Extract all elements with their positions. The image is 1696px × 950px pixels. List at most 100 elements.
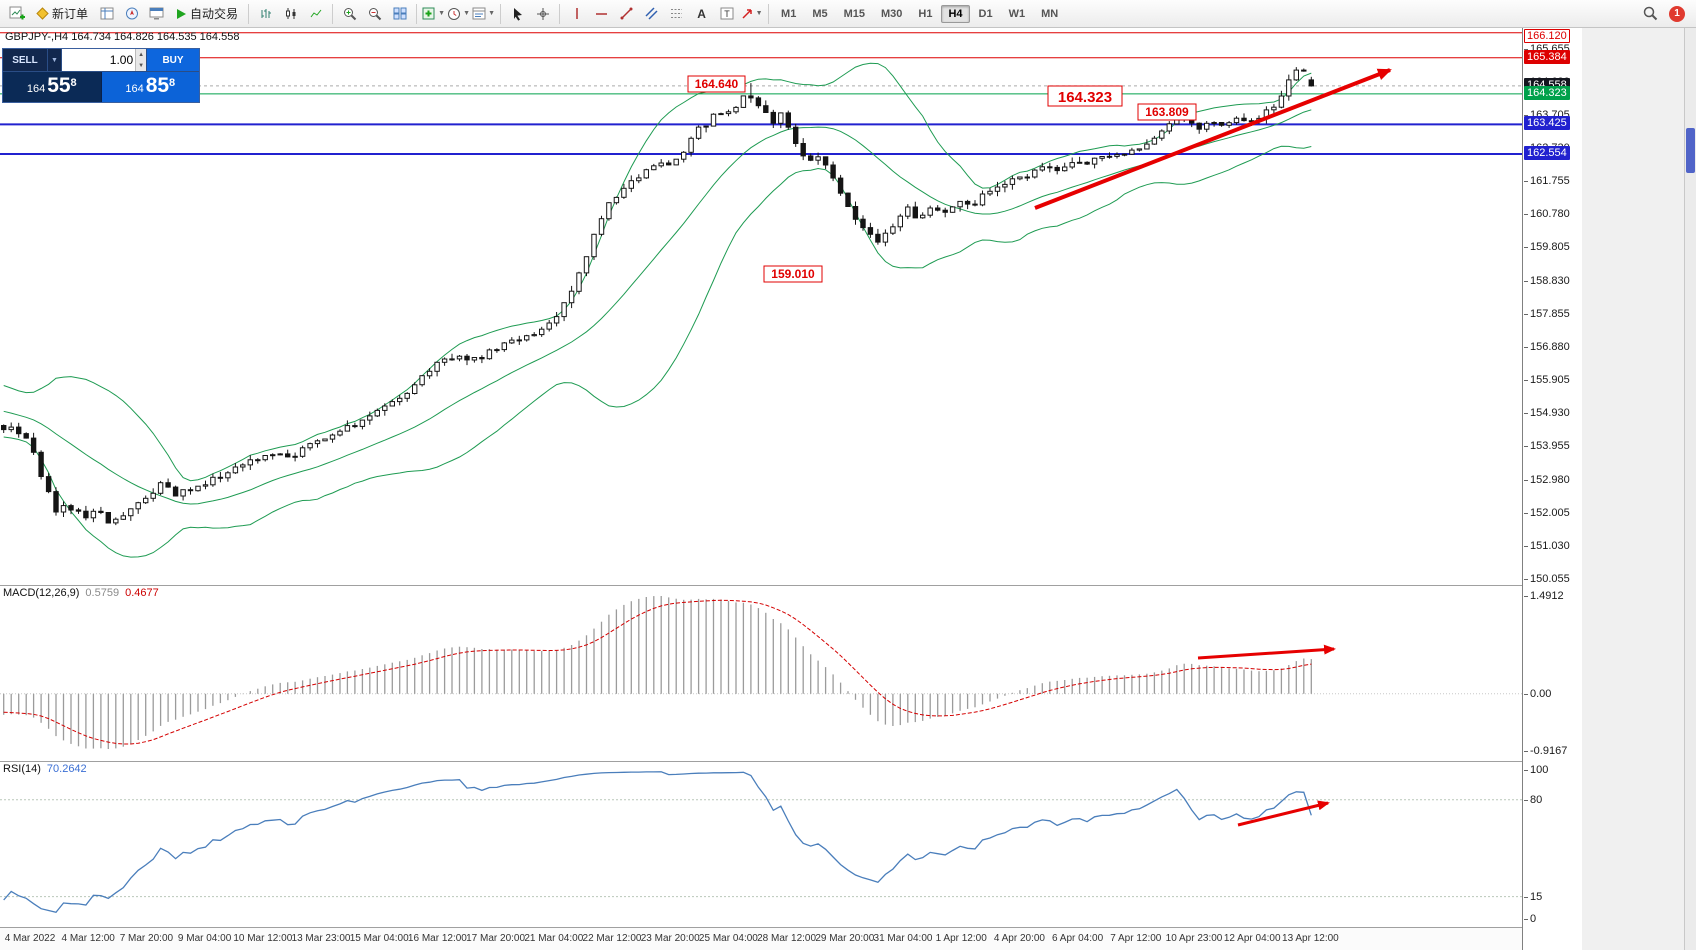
macd-canvas[interactable] [0,586,1522,761]
price-axis-label: 158.830 [1524,275,1570,287]
time-axis-label: 7 Mar 20:00 [119,933,174,944]
chevron-down-icon: ▼ [463,10,470,17]
horizontal-line-button[interactable] [589,2,614,26]
timeframe-button-d1[interactable]: D1 [978,7,993,20]
buy-button[interactable]: BUY [147,49,199,71]
rsi-trend-arrow [1237,800,1330,827]
periods-button[interactable]: ▼ [446,2,471,26]
bar-chart-button[interactable] [253,2,278,26]
main-chart-pane[interactable]: GBPJPY-,H4 164.734 164.826 164.535 164.5… [0,28,1522,586]
ask-prefix: 164 [125,83,144,95]
macd-value-main: 0.5759 [85,587,120,599]
time-axis-label: 4 Mar 12:00 [61,933,115,944]
crosshair-button[interactable] [530,2,555,26]
time-axis-label: 4 Mar 2022 [4,933,56,944]
macd-name: MACD(12,26,9) [3,587,80,599]
sell-button[interactable]: SELL [3,49,48,71]
timeframe-button-m1[interactable]: M1 [781,7,797,20]
price-axis-label: 159.805 [1524,241,1570,253]
rsi-axis-label: 15 [1523,891,1543,903]
macd-value-signal: 0.4677 [125,587,159,599]
vertical-line-button[interactable] [564,2,589,26]
time-axis-label: 23 Mar 20:00 [640,933,700,944]
text-button[interactable]: A [697,6,706,21]
text-label-icon: T [720,7,734,20]
vertical-scrollbar[interactable] [1684,28,1696,950]
price-line-label: 162.554 [1524,146,1570,160]
tile-windows-button[interactable] [387,2,412,26]
volume-up-icon[interactable]: ▲ [138,51,145,58]
timeframe-button-h1[interactable]: H1 [918,7,933,20]
timeframe-button-m30[interactable]: M30 [881,7,903,20]
horizontal-line-icon [596,12,608,15]
new-chart-button[interactable] [5,2,30,26]
trendline-button[interactable] [614,2,639,26]
indicators-button[interactable]: ▼ [421,2,446,26]
zoom-out-icon [368,7,381,20]
chevron-down-icon: ▼ [755,10,763,17]
navigator-button[interactable] [119,2,144,26]
ask-big-digits: 85 [145,74,170,97]
autotrading-button[interactable]: 自动交易 [169,2,244,26]
search-button[interactable] [1638,2,1663,26]
templates-button[interactable]: ▼ [471,2,496,26]
candlestick-chart-button[interactable] [278,2,303,26]
time-axis[interactable]: 4 Mar 2022 4 Mar 12:00 7 Mar 20:00 9 Mar 04… [0,928,1522,950]
zoom-out-button[interactable] [362,2,387,26]
trade-options-dropdown[interactable]: ▼ [48,49,62,71]
price-line-label: 164.323 [1524,86,1570,100]
crosshair-icon [536,7,549,20]
zoom-in-button[interactable] [337,2,362,26]
price-axis-label: 152.005 [1524,507,1570,519]
rsi-axis-label: 100 [1523,764,1549,776]
price-line-label: 163.425 [1524,116,1570,130]
price-annotation-box [763,265,823,283]
new-order-button[interactable]: 新订单 [30,2,94,26]
channel-button[interactable] [639,2,664,26]
cursor-button[interactable] [505,2,530,26]
right-gutter [1582,28,1684,950]
arrows-button[interactable]: ▼ [739,2,764,26]
buy-price-button[interactable]: 164 85 8 [101,72,199,102]
rsi-name: RSI(14) [3,763,41,775]
timeframe-button-m15[interactable]: M15 [843,7,865,20]
time-axis-label: 21 Mar 04:00 [524,933,584,944]
rsi-pane[interactable]: RSI(14) 70.2642 [0,762,1522,928]
macd-trend-arrow [1197,644,1336,660]
bid-prefix: 164 [26,83,46,95]
timeframe-button-h4[interactable]: H4 [941,4,970,23]
line-chart-button[interactable] [303,2,328,26]
volume-stepper[interactable]: ▲ ▼ [135,49,146,71]
timeframe-button-mn[interactable]: MN [1041,7,1059,20]
toolbar-separator [768,3,770,24]
terminal-button[interactable] [144,2,169,26]
time-axis-label: 29 Mar 20:00 [815,933,875,944]
macd-pane[interactable]: MACD(12,26,9) 0.5759 0.4677 [0,586,1522,762]
text-label-button[interactable]: T [714,2,739,26]
price-axis-column[interactable]: 165.655164.680163.705162.730161.755160.7… [1522,28,1582,950]
time-axis-label: 12 Apr 04:00 [1223,933,1281,944]
vertical-line-icon [575,8,578,19]
time-axis-label: 28 Mar 12:00 [757,933,817,944]
notification-badge[interactable]: 1 [1669,5,1685,22]
timeframe-button-w1[interactable]: W1 [1008,7,1026,20]
price-axis-label: 154.930 [1524,407,1570,419]
price-axis-label: 155.905 [1524,374,1570,386]
fibonacci-button[interactable] [664,2,689,26]
sell-price-button[interactable]: 164 55 8 [3,72,102,102]
time-axis-label: 1 Apr 12:00 [935,933,987,944]
time-axis-label: 25 Mar 04:00 [698,933,758,944]
main-chart-canvas[interactable]: 164.640 164.323 163.809 159.010 [0,28,1522,585]
toolbar-separator [500,3,502,24]
scrollbar-thumb[interactable] [1686,128,1695,173]
chart-column: GBPJPY-,H4 164.734 164.826 164.535 164.5… [0,28,1522,950]
market-watch-button[interactable] [94,2,119,26]
timeframe-button-m5[interactable]: M5 [812,7,828,20]
workspace: GBPJPY-,H4 164.734 164.826 164.535 164.5… [0,28,1696,950]
rsi-line [3,771,1312,914]
zoom-in-icon [343,7,356,20]
rsi-canvas[interactable] [0,762,1522,927]
volume-down-icon[interactable]: ▼ [138,62,145,69]
volume-input[interactable] [62,49,136,71]
